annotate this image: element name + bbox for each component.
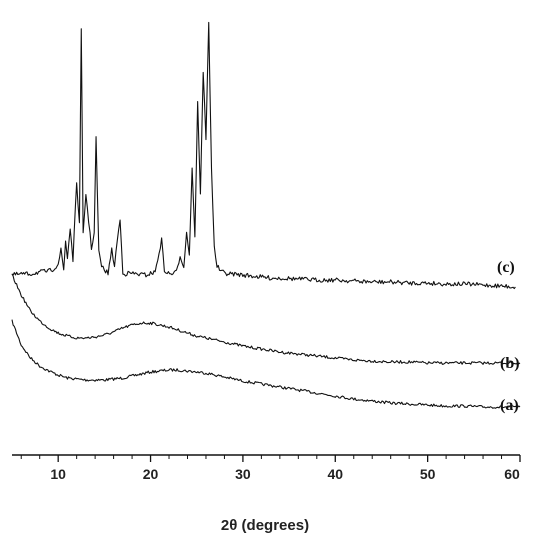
curves-group [11,21,521,409]
series-labels-group: (a) (b) (c) [497,259,520,414]
series-line-b [11,273,521,365]
series-line-a [11,319,521,409]
series-label-c: (c) [497,259,515,276]
x-axis: 10 20 30 40 50 60 [12,454,521,482]
series-line-c [11,21,516,290]
x-tick-label: 20 [143,466,159,482]
series-label-a: (a) [500,397,519,414]
x-ticks: 10 20 30 40 50 60 [20,455,521,482]
x-tick-label: 40 [327,466,343,482]
x-tick-label: 10 [50,466,66,482]
x-tick-label: 60 [504,466,520,482]
x-tick-label: 50 [420,466,436,482]
x-tick-label: 30 [235,466,251,482]
series-label-b: (b) [500,355,520,372]
x-axis-title: 2θ (degrees) [221,517,309,534]
